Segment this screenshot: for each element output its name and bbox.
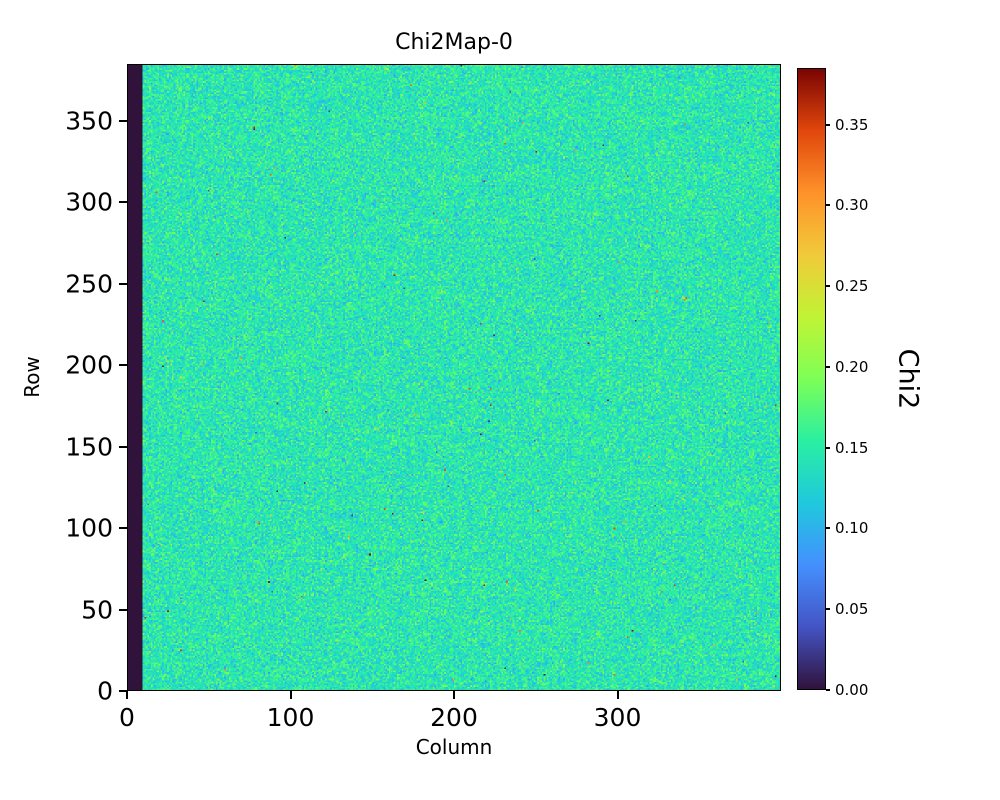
tick-mark [289,691,292,699]
y-tick-label: 150 [65,432,113,462]
tick-mark [119,608,127,611]
colorbar-tick-label: 0.15 [835,438,869,457]
colorbar-tick-label: 0.30 [835,196,869,215]
tick-mark [126,691,128,699]
tick-mark [826,123,830,126]
y-tick-label: 300 [65,187,113,217]
tick-mark [119,201,127,204]
tick-mark [119,527,127,530]
tick-mark [119,282,127,285]
colorbar-tick-label: 0.05 [835,600,869,619]
tick-mark [119,120,127,122]
colorbar-tick-label: 0.00 [835,681,869,699]
tick-mark [826,446,830,449]
x-tick-label: 200 [430,703,478,732]
colorbar-tick-label: 0.25 [835,277,869,296]
tick-mark [826,365,830,368]
colorbar-tick-label: 0.35 [835,115,869,134]
tick-mark [119,364,127,367]
x-tick-label: 300 [593,703,642,732]
y-axis-label: Row [20,356,44,398]
tick-mark [826,689,830,691]
tick-mark [119,445,127,448]
tick-mark [826,204,830,207]
tick-mark [826,608,830,611]
y-tick-label: 200 [65,350,113,380]
y-tick-label: 350 [65,106,113,136]
plot-area [127,64,781,691]
colorbar-tick-label: 0.20 [835,357,869,376]
y-tick-label: 250 [65,269,113,299]
tick-mark [826,285,830,288]
tick-mark [453,691,455,699]
x-tick-label: 0 [119,703,135,732]
tick-mark [616,691,619,699]
tick-mark [119,690,127,692]
y-tick-label: 100 [65,513,113,543]
y-tick-label: 50 [81,595,113,625]
colorbar-label: Chi2 [892,348,924,410]
x-axis-label: Column [415,735,493,759]
chart-title: Chi2Map-0 [395,30,513,55]
x-tick-label: 100 [266,703,315,732]
tick-mark [826,527,830,530]
heatmap-canvas [128,65,780,690]
y-tick-label: 0 [97,676,113,706]
colorbar-gradient [798,69,825,689]
colorbar [797,68,826,690]
colorbar-tick-label: 0.10 [835,519,869,538]
